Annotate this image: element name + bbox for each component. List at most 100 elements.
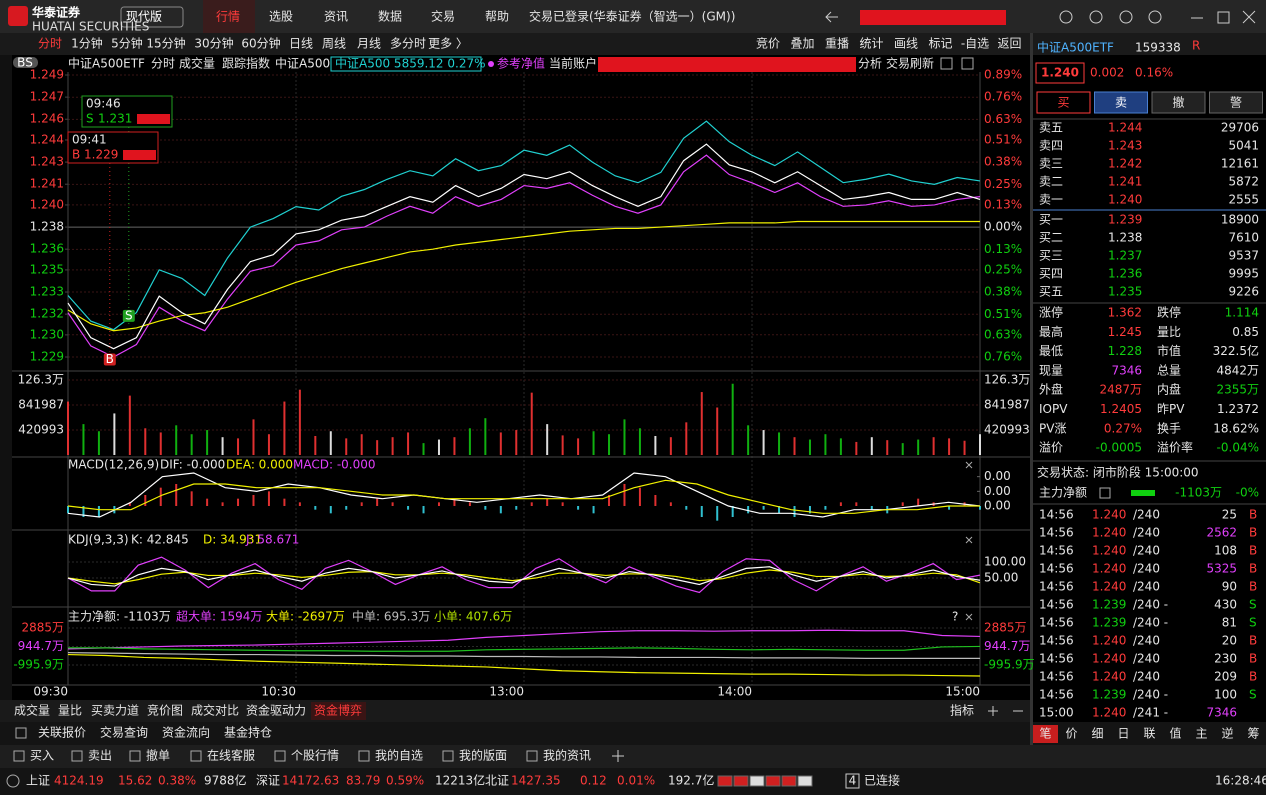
tick-time: 15:00 bbox=[1039, 706, 1074, 720]
indicator-tab[interactable]: 资金驱动力 bbox=[246, 703, 306, 718]
volume-bar bbox=[762, 430, 765, 455]
trade-button[interactable] bbox=[1036, 91, 1091, 114]
price-tick-label: 1.235 bbox=[30, 262, 64, 276]
menu-item[interactable]: 帮助 bbox=[485, 10, 509, 24]
menu-item[interactable]: 行情 bbox=[216, 10, 240, 24]
trade-button-label[interactable]: 撤 bbox=[1172, 95, 1184, 110]
analysis-button[interactable]: 分析 bbox=[858, 57, 882, 71]
quote-tab[interactable]: 筹 bbox=[1247, 727, 1259, 741]
tool-button[interactable]: 画线 bbox=[894, 37, 918, 51]
flow-tick-label: 944.7万 bbox=[984, 639, 1030, 653]
toolbar-button[interactable]: 我的版面 bbox=[459, 748, 507, 763]
volume-bar bbox=[283, 401, 286, 455]
tool-button[interactable]: 叠加 bbox=[790, 37, 814, 51]
toolbar-icon bbox=[71, 750, 83, 762]
macd-bar bbox=[97, 506, 100, 517]
tool-button[interactable]: 标记 bbox=[928, 37, 952, 51]
icon bbox=[961, 57, 974, 70]
quote-tab[interactable]: 主 bbox=[1195, 727, 1207, 741]
toolbar-button[interactable]: 卖出 bbox=[88, 749, 112, 763]
menu-item[interactable]: 交易 bbox=[431, 9, 455, 24]
quote-tab[interactable]: 笔 bbox=[1039, 726, 1051, 741]
tick-side: B bbox=[1249, 580, 1257, 594]
price-tick-label: 1.229 bbox=[30, 350, 64, 364]
trade-button-label[interactable]: 警 bbox=[1230, 95, 1242, 110]
chart-header: 中证A500ETF bbox=[68, 56, 145, 71]
icon bbox=[940, 57, 953, 70]
link-tab[interactable]: 交易查询 bbox=[100, 725, 148, 740]
period-tab[interactable]: 30分钟 bbox=[194, 36, 233, 51]
quote-tab[interactable]: 值 bbox=[1169, 726, 1181, 741]
tool-button[interactable]: 返回 bbox=[997, 37, 1021, 51]
volume-bar bbox=[623, 419, 626, 455]
stat-label: 溢价率 bbox=[1157, 440, 1193, 455]
price-tick-label: 1.247 bbox=[30, 90, 64, 104]
bid-label: 买二 bbox=[1039, 231, 1063, 245]
bid-price: 1.236 bbox=[1108, 267, 1142, 281]
toolbar-button[interactable]: 撤单 bbox=[146, 748, 170, 763]
quote-tab[interactable]: 细 bbox=[1091, 727, 1103, 741]
indicator-tab[interactable]: 资金博弈 bbox=[314, 703, 362, 718]
trade-button[interactable] bbox=[1151, 91, 1206, 114]
period-tab[interactable]: 分时 bbox=[38, 37, 62, 51]
period-tab[interactable]: 月线 bbox=[357, 37, 381, 51]
tool-button[interactable]: 重播 bbox=[825, 37, 849, 51]
market-index: 0.38% bbox=[158, 774, 196, 788]
volume-bar bbox=[407, 432, 410, 455]
tool-button[interactable]: 统计 bbox=[859, 37, 883, 51]
menu-item[interactable]: 数据 bbox=[378, 9, 402, 24]
volume-bar bbox=[159, 432, 162, 455]
ask-volume: 12161 bbox=[1221, 157, 1259, 171]
connection-status: 已连接 bbox=[864, 773, 900, 788]
period-tab[interactable]: 60分钟 bbox=[241, 36, 280, 51]
indicator-tab[interactable]: 买卖力道 bbox=[91, 704, 139, 718]
quote-tab[interactable]: 联 bbox=[1143, 727, 1155, 741]
link-tab[interactable]: 基金持仓 bbox=[224, 725, 272, 740]
trade-button-label[interactable]: 买 bbox=[1057, 96, 1069, 110]
quote-tab[interactable]: 日 bbox=[1117, 727, 1129, 741]
toolbar-button[interactable]: 我的自选 bbox=[375, 748, 423, 763]
stat-value: 1.114 bbox=[1225, 306, 1259, 320]
volume-tick-label: 841987 bbox=[18, 398, 64, 412]
volume-bar bbox=[948, 438, 951, 455]
indicator-button[interactable]: 指标 bbox=[950, 703, 974, 718]
refresh-button[interactable]: 交易刷新 bbox=[886, 56, 934, 71]
period-tab[interactable]: 15分钟 bbox=[146, 36, 185, 51]
tool-button[interactable]: -自选 bbox=[961, 37, 989, 51]
period-tab[interactable]: 周线 bbox=[322, 37, 346, 51]
period-tab[interactable]: 日线 bbox=[289, 37, 313, 51]
trade-button-label[interactable]: 卖 bbox=[1115, 96, 1127, 110]
indicator-tab[interactable]: 成交量 bbox=[14, 703, 50, 718]
quote-tab[interactable]: 价 bbox=[1065, 727, 1077, 741]
indicator-tab[interactable]: 量比 bbox=[58, 704, 82, 718]
menu-item[interactable]: 资讯 bbox=[324, 10, 348, 24]
period-tab[interactable]: 1分钟 bbox=[71, 36, 103, 51]
indicator-tab[interactable]: 竞价图 bbox=[147, 704, 183, 718]
period-tab[interactable]: 更多 〉 bbox=[428, 37, 468, 51]
link-tab[interactable]: 资金流向 bbox=[162, 725, 210, 740]
toolbar-button[interactable]: 我的资讯 bbox=[543, 748, 591, 763]
volume-bar bbox=[206, 430, 209, 455]
trade-button[interactable] bbox=[1209, 91, 1263, 114]
macd-bar bbox=[67, 506, 69, 514]
toolbar-button[interactable]: 买入 bbox=[30, 749, 54, 763]
toolbar-icon bbox=[274, 750, 286, 762]
tool-button[interactable]: 竞价 bbox=[756, 37, 780, 51]
toolbar-button[interactable]: 个股行情 bbox=[291, 749, 339, 763]
link-tab[interactable]: 关联报价 bbox=[38, 725, 86, 740]
trade-button[interactable] bbox=[1094, 91, 1148, 114]
tick-volume: 230 bbox=[1214, 652, 1237, 666]
period-tab[interactable]: 5分钟 bbox=[111, 36, 143, 51]
volume-bar bbox=[113, 413, 116, 455]
volume-bar bbox=[360, 434, 363, 455]
period-tab[interactable]: 多分时 bbox=[390, 37, 426, 51]
volume-bar bbox=[252, 419, 255, 455]
flow-line bbox=[68, 645, 981, 652]
indicator-tab[interactable]: 成交对比 bbox=[191, 703, 239, 718]
volume-bar bbox=[778, 432, 781, 455]
kdj-tick-label: 50.00 bbox=[984, 571, 1018, 585]
quote-tab[interactable]: 逆 bbox=[1221, 726, 1233, 741]
macd-bar bbox=[329, 506, 332, 514]
menu-item[interactable]: 选股 bbox=[269, 10, 293, 24]
toolbar-button[interactable]: 在线客服 bbox=[207, 748, 255, 763]
